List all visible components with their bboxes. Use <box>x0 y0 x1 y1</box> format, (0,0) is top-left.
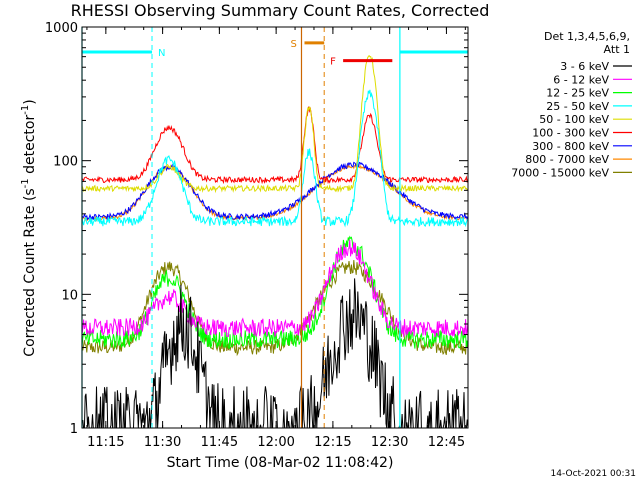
night-label: N <box>158 48 165 59</box>
saa-label: S <box>290 39 296 50</box>
legend-label-4: 50 - 100 keV <box>539 113 609 126</box>
legend-label-5: 100 - 300 keV <box>532 127 609 140</box>
axes-group: 11:15 11:30 11:45 12:00 12:15 12:30 12:45 1 10 10… <box>45 21 468 450</box>
x-tick-label-0: 11:15 <box>87 435 124 450</box>
legend-label-8: 7000 - 15000 keV <box>511 166 609 179</box>
y-tick-label-1: 10 <box>61 288 78 303</box>
y-sup-2: -1 <box>20 105 31 115</box>
legend-label-6: 300 - 800 keV <box>532 140 609 153</box>
legend-label-7: 800 - 7000 keV <box>525 153 609 166</box>
y-axis-label: Corrected Count Rate (s-1 detector-1) <box>20 99 38 356</box>
footer-date: 14-Oct-2021 00:31 <box>551 469 636 479</box>
legend-label-2: 12 - 25 keV <box>546 87 609 100</box>
chart-title: RHESSI Observing Summary Count Rates, Co… <box>71 1 490 20</box>
annotations-group: N S F <box>81 27 469 428</box>
y-tick-label-3: 1000 <box>45 21 78 36</box>
flare-label: F <box>330 57 336 68</box>
legend-label-1: 6 - 12 keV <box>553 73 609 86</box>
x-tick-label-5: 12:30 <box>371 435 408 450</box>
trace-300-800-kev <box>81 161 469 222</box>
y-tick-label-2: 100 <box>53 155 78 170</box>
x-tick-label-6: 12:45 <box>428 435 465 450</box>
trace-50-100-kev <box>81 54 468 194</box>
legend-header-1: Att 1 <box>604 43 630 56</box>
legend-header-0: Det 1,3,4,5,6,9, <box>544 30 630 43</box>
x-tick-label-1: 11:30 <box>144 435 181 450</box>
x-tick-label-4: 12:15 <box>314 435 351 450</box>
legend-label-0: 3 - 6 keV <box>560 60 609 73</box>
trace-3-6-kev <box>81 278 469 429</box>
legend-label-3: 25 - 50 keV <box>546 100 609 113</box>
trace-6-12-kev <box>81 239 469 338</box>
plot-frame <box>81 26 469 429</box>
trace-25-50-kev <box>81 89 469 228</box>
traces-group <box>81 54 469 429</box>
y-tick-label-0: 1 <box>70 422 78 437</box>
x-axis-label: Start Time (08-Mar-02 11:08:42) <box>167 455 394 471</box>
trace-100-300-kev <box>81 106 469 185</box>
x-tick-label-3: 12:00 <box>257 435 294 450</box>
y-sup-1: -1 <box>20 178 31 188</box>
x-tick-label-2: 11:45 <box>201 435 238 450</box>
